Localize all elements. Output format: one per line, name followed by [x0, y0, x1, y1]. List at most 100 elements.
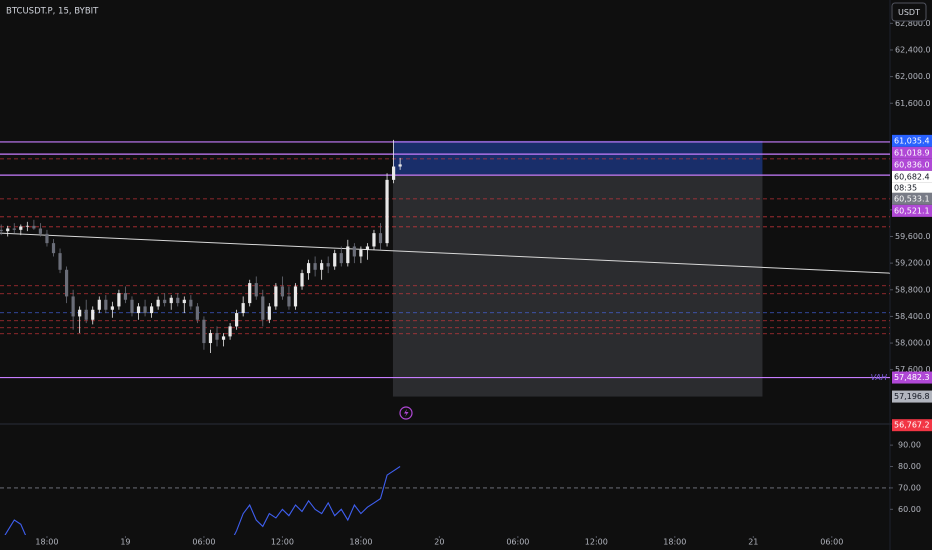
candle-body: [326, 263, 330, 267]
price-label-box: [892, 146, 932, 159]
y-tick-label: 59,200.0: [895, 259, 931, 268]
candle-body: [300, 273, 304, 287]
candle-body: [97, 299, 101, 310]
candle-body: [372, 233, 376, 247]
candle-body: [32, 225, 36, 229]
price-label: 60,836.0: [894, 160, 930, 169]
candle-body: [261, 296, 265, 320]
alert-icon[interactable]: [399, 406, 413, 420]
candle-body: [38, 228, 43, 234]
symbol-title: BTCUSDT.P, 15, BYBIT: [6, 7, 99, 17]
price-label-box: [892, 204, 932, 217]
price-label: 61,018.9: [894, 148, 930, 157]
candle-body: [287, 296, 291, 307]
annotation: VAH: [871, 373, 887, 382]
candle-body: [391, 166, 396, 180]
y-tick-label: 61,600.0: [895, 99, 931, 108]
price-label: 60,533.1: [894, 194, 930, 203]
candle-body: [235, 313, 239, 327]
x-tick-label: 06:00: [506, 538, 529, 547]
x-tick-label: 06:00: [820, 538, 843, 547]
candle-body: [189, 299, 193, 307]
candle-body: [6, 228, 10, 232]
candle-body: [169, 297, 173, 304]
y-tick-label: 57,600.0: [895, 365, 931, 374]
rsi-y-tick-label: 80.00: [898, 462, 921, 471]
candle-body: [78, 309, 82, 317]
countdown: 08:35: [894, 183, 917, 192]
candle-body: [163, 299, 167, 304]
candle-body: [51, 243, 56, 254]
candle-body: [280, 286, 285, 297]
candle-body: [12, 228, 16, 230]
candle-body: [215, 333, 219, 340]
main-pane: [0, 139, 890, 397]
candle-body: [130, 299, 134, 314]
candle-body: [313, 263, 317, 270]
candle-body: [195, 306, 199, 320]
price-label-box: [892, 192, 932, 205]
x-tick-label: 18:00: [663, 538, 686, 547]
x-tick-label: 06:00: [192, 538, 215, 547]
x-tick-label: 20: [434, 538, 444, 547]
x-tick-label: 18:00: [35, 538, 58, 547]
price-label: 57,196.8: [894, 392, 930, 401]
candle-body: [71, 296, 75, 317]
x-tick-label: 12:00: [585, 538, 608, 547]
y-tick-label: 58,400.0: [895, 312, 931, 321]
candle-body: [339, 253, 343, 264]
rsi-y-tick-label: 70.00: [898, 483, 921, 492]
y-tick-label: 58,000.0: [895, 339, 931, 348]
candle-body: [267, 306, 271, 320]
candle-body: [274, 286, 278, 307]
price-label-box: [892, 419, 932, 432]
currency-button-label[interactable]: USDT: [898, 8, 920, 17]
candle-body: [333, 253, 337, 267]
candle-body: [150, 306, 154, 314]
price-label: 57,482.3: [894, 373, 930, 382]
candle-body: [104, 299, 108, 310]
candle-body: [241, 303, 245, 314]
candle-body: [378, 233, 383, 244]
candle-body: [58, 253, 62, 270]
candle-body: [346, 246, 350, 264]
candle-body: [19, 226, 23, 230]
price-label-box: [892, 390, 932, 403]
candle-body: [117, 293, 121, 307]
candle-body: [320, 263, 324, 270]
candle-body: [64, 269, 69, 297]
candle-body: [398, 164, 402, 167]
price-label: 61,035.4: [894, 136, 930, 145]
price-label-box: [892, 158, 932, 171]
alert-icon-bolt: [404, 409, 409, 417]
candle-body: [352, 246, 356, 257]
candle-body: [182, 299, 186, 304]
trendline: [0, 232, 890, 274]
x-tick-label: 18:00: [349, 538, 372, 547]
candle-body: [136, 306, 141, 314]
y-tick-label: 62,000.0: [895, 72, 931, 81]
rsi-line: [4, 466, 401, 535]
x-tick-label: 19: [120, 538, 130, 547]
candle-body: [306, 263, 311, 274]
price-label-box: [892, 371, 932, 384]
candle-body: [45, 233, 49, 244]
candle-body: [228, 326, 232, 337]
axes: 62,800.062,400.062,000.061,600.060,000.0…: [35, 19, 932, 547]
candle-body: [0, 229, 3, 232]
countdown-box: [892, 182, 932, 193]
candle-body: [254, 283, 258, 297]
rsi-y-tick-label: 60.00: [898, 505, 921, 514]
candle-body: [293, 286, 298, 307]
candle-body: [84, 309, 88, 320]
y-tick-label: 62,800.0: [895, 19, 931, 28]
price-label: 60,682.4: [894, 172, 930, 181]
candle-body: [123, 293, 128, 300]
currency-button[interactable]: [891, 2, 927, 22]
candle-body: [156, 299, 160, 307]
candle-body: [248, 283, 252, 304]
y-tick-label: 62,400.0: [895, 45, 931, 54]
y-tick-label: 58,800.0: [895, 285, 931, 294]
